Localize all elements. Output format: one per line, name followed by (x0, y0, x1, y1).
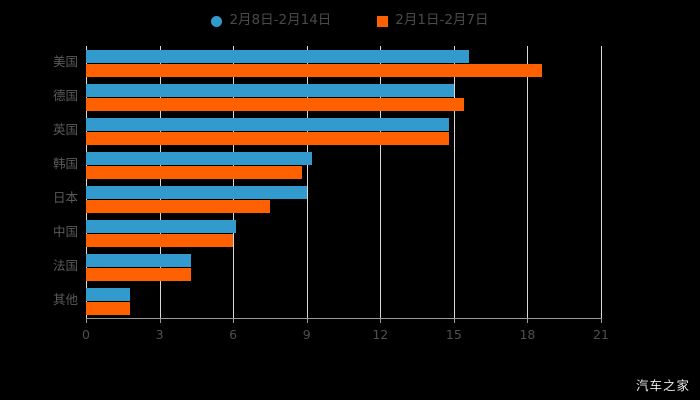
bar-中国-series-2[interactable] (86, 233, 234, 247)
bar-日本-series-1[interactable] (86, 185, 307, 199)
gridline-12 (380, 46, 382, 318)
plot-area (86, 46, 602, 318)
gridline-0 (86, 46, 87, 318)
bar-日本-series-2[interactable] (86, 199, 270, 213)
bar-美国-series-1[interactable] (86, 49, 469, 63)
x-tick-mark-15 (453, 318, 455, 323)
legend-item-series-b[interactable]: 2月1日-2月7日 (377, 12, 489, 29)
x-tick-mark-9 (306, 318, 308, 323)
y-axis-label-其他: 其他 (52, 292, 78, 307)
gridline-18 (527, 46, 529, 318)
x-tick-label-12: 12 (372, 327, 389, 342)
legend-item-series-a[interactable]: 2月8日-2月14日 (211, 14, 331, 28)
x-tick-label-15: 15 (445, 327, 462, 342)
y-axis-label-韩国: 韩国 (52, 156, 78, 171)
y-axis-label-日本: 日本 (52, 190, 78, 205)
x-tick-label-6: 6 (229, 327, 238, 342)
x-tick-label-18: 18 (519, 327, 536, 342)
x-tick-mark-6 (233, 318, 235, 323)
gridline-6 (233, 46, 235, 318)
x-tick-mark-0 (86, 318, 87, 323)
y-axis-label-法国: 法国 (52, 258, 78, 273)
x-tick-label-3: 3 (155, 327, 164, 342)
x-tick-mark-12 (380, 318, 382, 323)
x-tick-label-21: 21 (593, 327, 609, 342)
y-axis-label-德国: 德国 (52, 88, 78, 103)
bar-韩国-series-2[interactable] (86, 165, 302, 179)
bar-法国-series-1[interactable] (86, 253, 192, 267)
y-axis-label-英国: 英国 (52, 122, 78, 137)
x-tick-mark-3 (159, 318, 161, 323)
bar-其他-series-1[interactable] (86, 287, 131, 301)
gridline-15 (453, 46, 455, 318)
bar-德国-series-1[interactable] (86, 83, 454, 97)
watermark-label: 汽车之家 (635, 377, 690, 393)
x-tick-mark-21 (601, 318, 602, 323)
y-axis-label-美国: 美国 (52, 54, 78, 69)
gridline-3 (159, 46, 161, 318)
bar-英国-series-2[interactable] (86, 131, 449, 145)
bar-美国-series-2[interactable] (86, 63, 543, 77)
circle-marker-icon (211, 15, 223, 27)
gridline-9 (306, 46, 308, 318)
bar-法国-series-2[interactable] (86, 267, 192, 281)
x-tick-label-0: 0 (82, 327, 90, 342)
x-tick-label-9: 9 (302, 327, 311, 342)
y-axis-labels: 美国德国英国韩国日本中国法国其他 (0, 46, 78, 318)
bar-德国-series-2[interactable] (86, 97, 464, 111)
legend-label-series-a: 2月8日-2月14日 (229, 12, 332, 29)
bar-其他-series-2[interactable] (86, 301, 131, 315)
square-marker-icon (377, 15, 389, 27)
y-axis-label-中国: 中国 (52, 224, 78, 239)
x-tick-mark-18 (527, 318, 529, 323)
bar-中国-series-1[interactable] (86, 219, 236, 233)
x-axis-line (86, 318, 602, 319)
gridline-21 (601, 46, 602, 318)
legend-label-series-b: 2月1日-2月7日 (395, 12, 489, 29)
bar-英国-series-1[interactable] (86, 117, 449, 131)
bar-韩国-series-1[interactable] (86, 151, 312, 165)
chart-legend: 2月8日-2月14日 2月1日-2月7日 (0, 8, 700, 34)
